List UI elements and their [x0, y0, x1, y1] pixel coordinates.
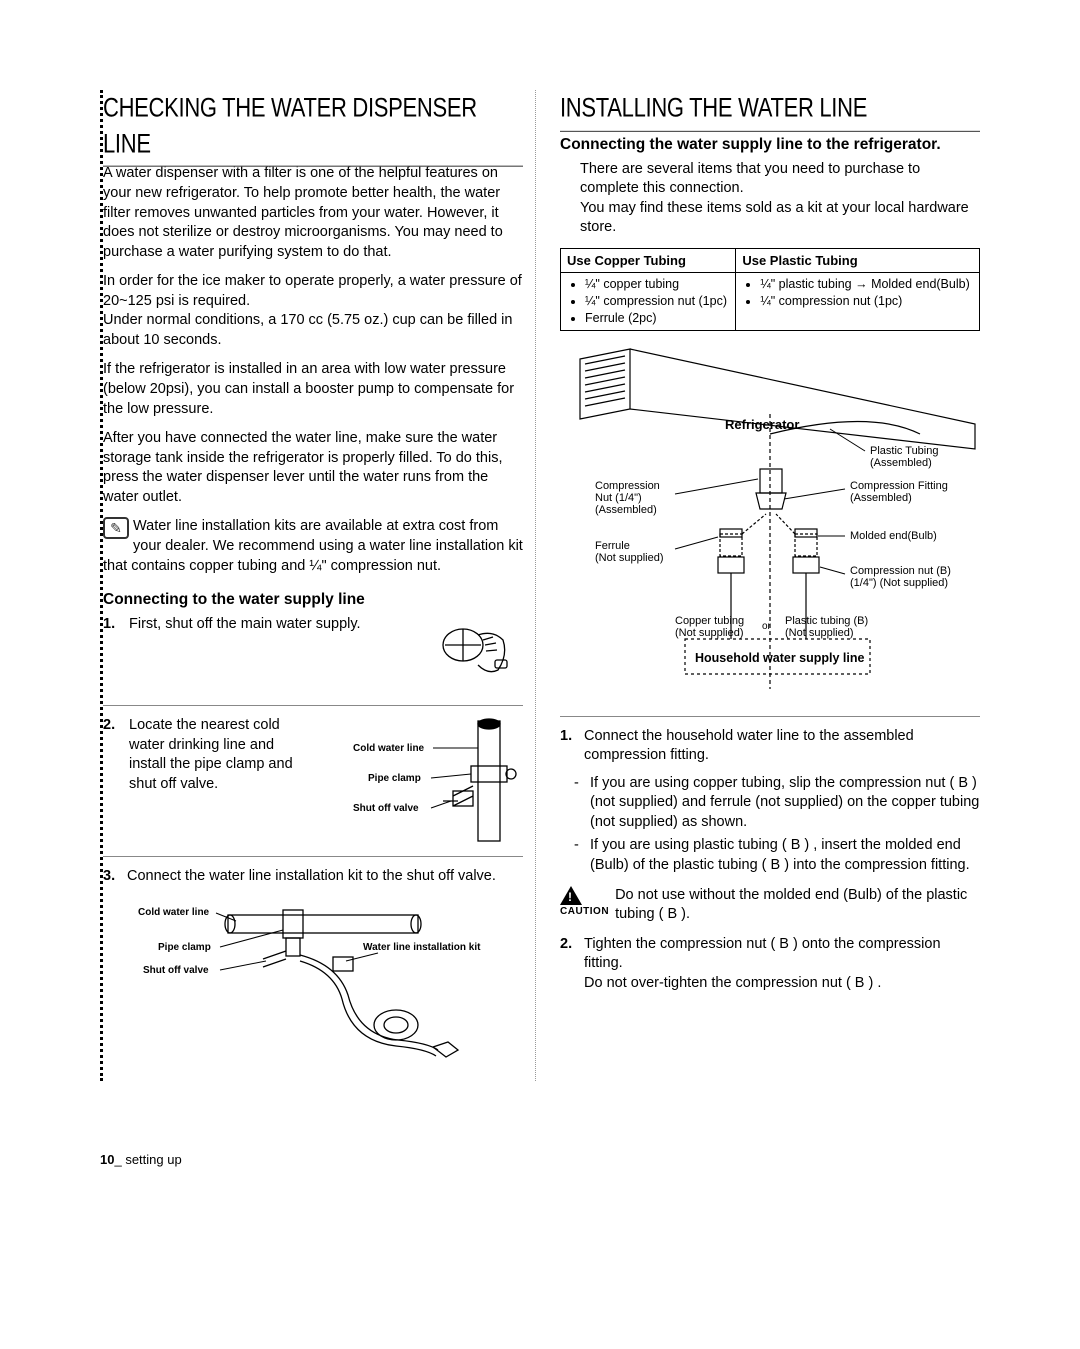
- left-heading: CHECKING THE WATER DISPENSER LINE: [103, 90, 523, 167]
- caution-label: CAUTION: [560, 905, 609, 919]
- rstep-1: 1. Connect the household water line to t…: [560, 727, 980, 766]
- left-p1: A water dispenser with a filter is one o…: [103, 164, 523, 262]
- left-p2: In order for the ice maker to operate pr…: [103, 272, 523, 311]
- right-heading: INSTALLING THE WATER LINE: [560, 90, 980, 132]
- rstep-1-text: Connect the household water line to the …: [584, 727, 980, 766]
- dl-plastic-b: Plastic tubing (B) (Not supplied): [785, 615, 871, 639]
- dl-molded: Molded end(Bulb): [850, 530, 937, 542]
- th-copper: Use Copper Tubing: [561, 248, 736, 273]
- step-1: 1. First, shut off the main water supply…: [103, 615, 523, 695]
- rstep-2b-text: Do not over-tighten the compression nut …: [584, 975, 881, 991]
- left-p3: Under normal conditions, a 170 cc (5.75 …: [103, 311, 523, 350]
- note-icon: ✎: [103, 517, 129, 539]
- num-1: 1.: [103, 615, 119, 635]
- left-p5: After you have connected the water line,…: [103, 429, 523, 507]
- rstep-1a-text: If you are using copper tubing, slip the…: [590, 774, 980, 833]
- num-2: 2.: [103, 716, 119, 736]
- kit-illus: Cold water line Pipe clamp Shut off valv…: [103, 895, 523, 1072]
- dl-or: or: [762, 621, 772, 632]
- label-cwl-1: Cold water line: [353, 743, 425, 754]
- step-1-text: First, shut off the main water supply.: [129, 615, 413, 635]
- copper-item-3: Ferrule (2pc): [585, 310, 729, 327]
- rnum-1: 1.: [560, 727, 576, 766]
- dl-comp-nut: Compression Nut (1/4") (Assembled): [595, 480, 663, 516]
- label-pc-2: Pipe clamp: [158, 942, 211, 953]
- left-h2: Connecting to the water supply line: [103, 590, 523, 611]
- rstep-2: 2. Tighten the compression nut ( B ) ont…: [560, 935, 980, 994]
- left-note: Water line installation kits are availab…: [103, 518, 523, 573]
- caution-icon: [560, 886, 582, 905]
- dl-refrigerator: Refrigerator: [725, 417, 799, 432]
- plastic-item-1: ¼" plastic tubing → Molded end(Bulb): [760, 276, 973, 293]
- caution-text: Do not use without the molded end (Bulb)…: [615, 887, 967, 923]
- rstep-2-text: Tighten the compression nut ( B ) onto t…: [584, 936, 941, 972]
- step-2: 2. Locate the nearest cold water drinkin…: [103, 716, 523, 846]
- shutoff-hand-illus: [423, 615, 523, 695]
- right-h2: Connecting the water supply line to the …: [560, 135, 980, 156]
- step-3: 3. Connect the water line installation k…: [103, 867, 523, 887]
- footer-section: setting up: [125, 1152, 181, 1167]
- pipe-illus-1: Cold water line Pipe clamp Shut off valv…: [323, 716, 523, 846]
- dl-copper: Copper tubing (Not supplied): [675, 615, 747, 639]
- label-kit: Water line installation kit: [363, 942, 481, 953]
- page-number: 10: [100, 1152, 114, 1167]
- dl-household: Household water supply line: [695, 651, 865, 665]
- dl-cnut-b: Compression nut (B) (1/4") (Not supplied…: [850, 565, 954, 589]
- plastic-item-2: ¼" compression nut (1pc): [760, 293, 973, 310]
- tubing-table: Use Copper Tubing Use Plastic Tubing ¼" …: [560, 248, 980, 331]
- step-3-text: Connect the water line installation kit …: [127, 867, 496, 887]
- label-sov-1: Shut off valve: [353, 803, 419, 814]
- rstep-1a: - If you are using copper tubing, slip t…: [574, 774, 980, 833]
- th-plastic: Use Plastic Tubing: [736, 248, 980, 273]
- dl-comp-fit: Compression Fitting (Assembled): [850, 480, 951, 504]
- rnum-2: 2.: [560, 935, 576, 994]
- copper-item-2: ¼" compression nut (1pc): [585, 293, 729, 310]
- label-cwl-2: Cold water line: [138, 907, 210, 918]
- num-3: 3.: [103, 867, 119, 887]
- dl-plastic-tubing: Plastic Tubing (Assembled): [870, 445, 942, 469]
- rstep-1b: - If you are using plastic tubing ( B ) …: [574, 836, 980, 875]
- right-p1: There are several items that you need to…: [580, 160, 980, 199]
- connection-diagram: Refrigerator Plastic Tubing (Assembled) …: [570, 339, 980, 706]
- page-footer: 10_ setting up: [100, 1151, 980, 1169]
- right-p2: You may find these items sold as a kit a…: [580, 199, 980, 238]
- left-p4: If the refrigerator is installed in an a…: [103, 360, 523, 419]
- label-sov-2: Shut off valve: [143, 965, 209, 976]
- label-pc-1: Pipe clamp: [368, 773, 421, 784]
- rstep-1b-text: If you are using plastic tubing ( B ) , …: [590, 836, 980, 875]
- step-2-text: Locate the nearest cold water drinking l…: [129, 716, 313, 794]
- copper-item-1: ¼" copper tubing: [585, 276, 729, 293]
- dl-ferrule: Ferrule (Not supplied): [595, 540, 663, 564]
